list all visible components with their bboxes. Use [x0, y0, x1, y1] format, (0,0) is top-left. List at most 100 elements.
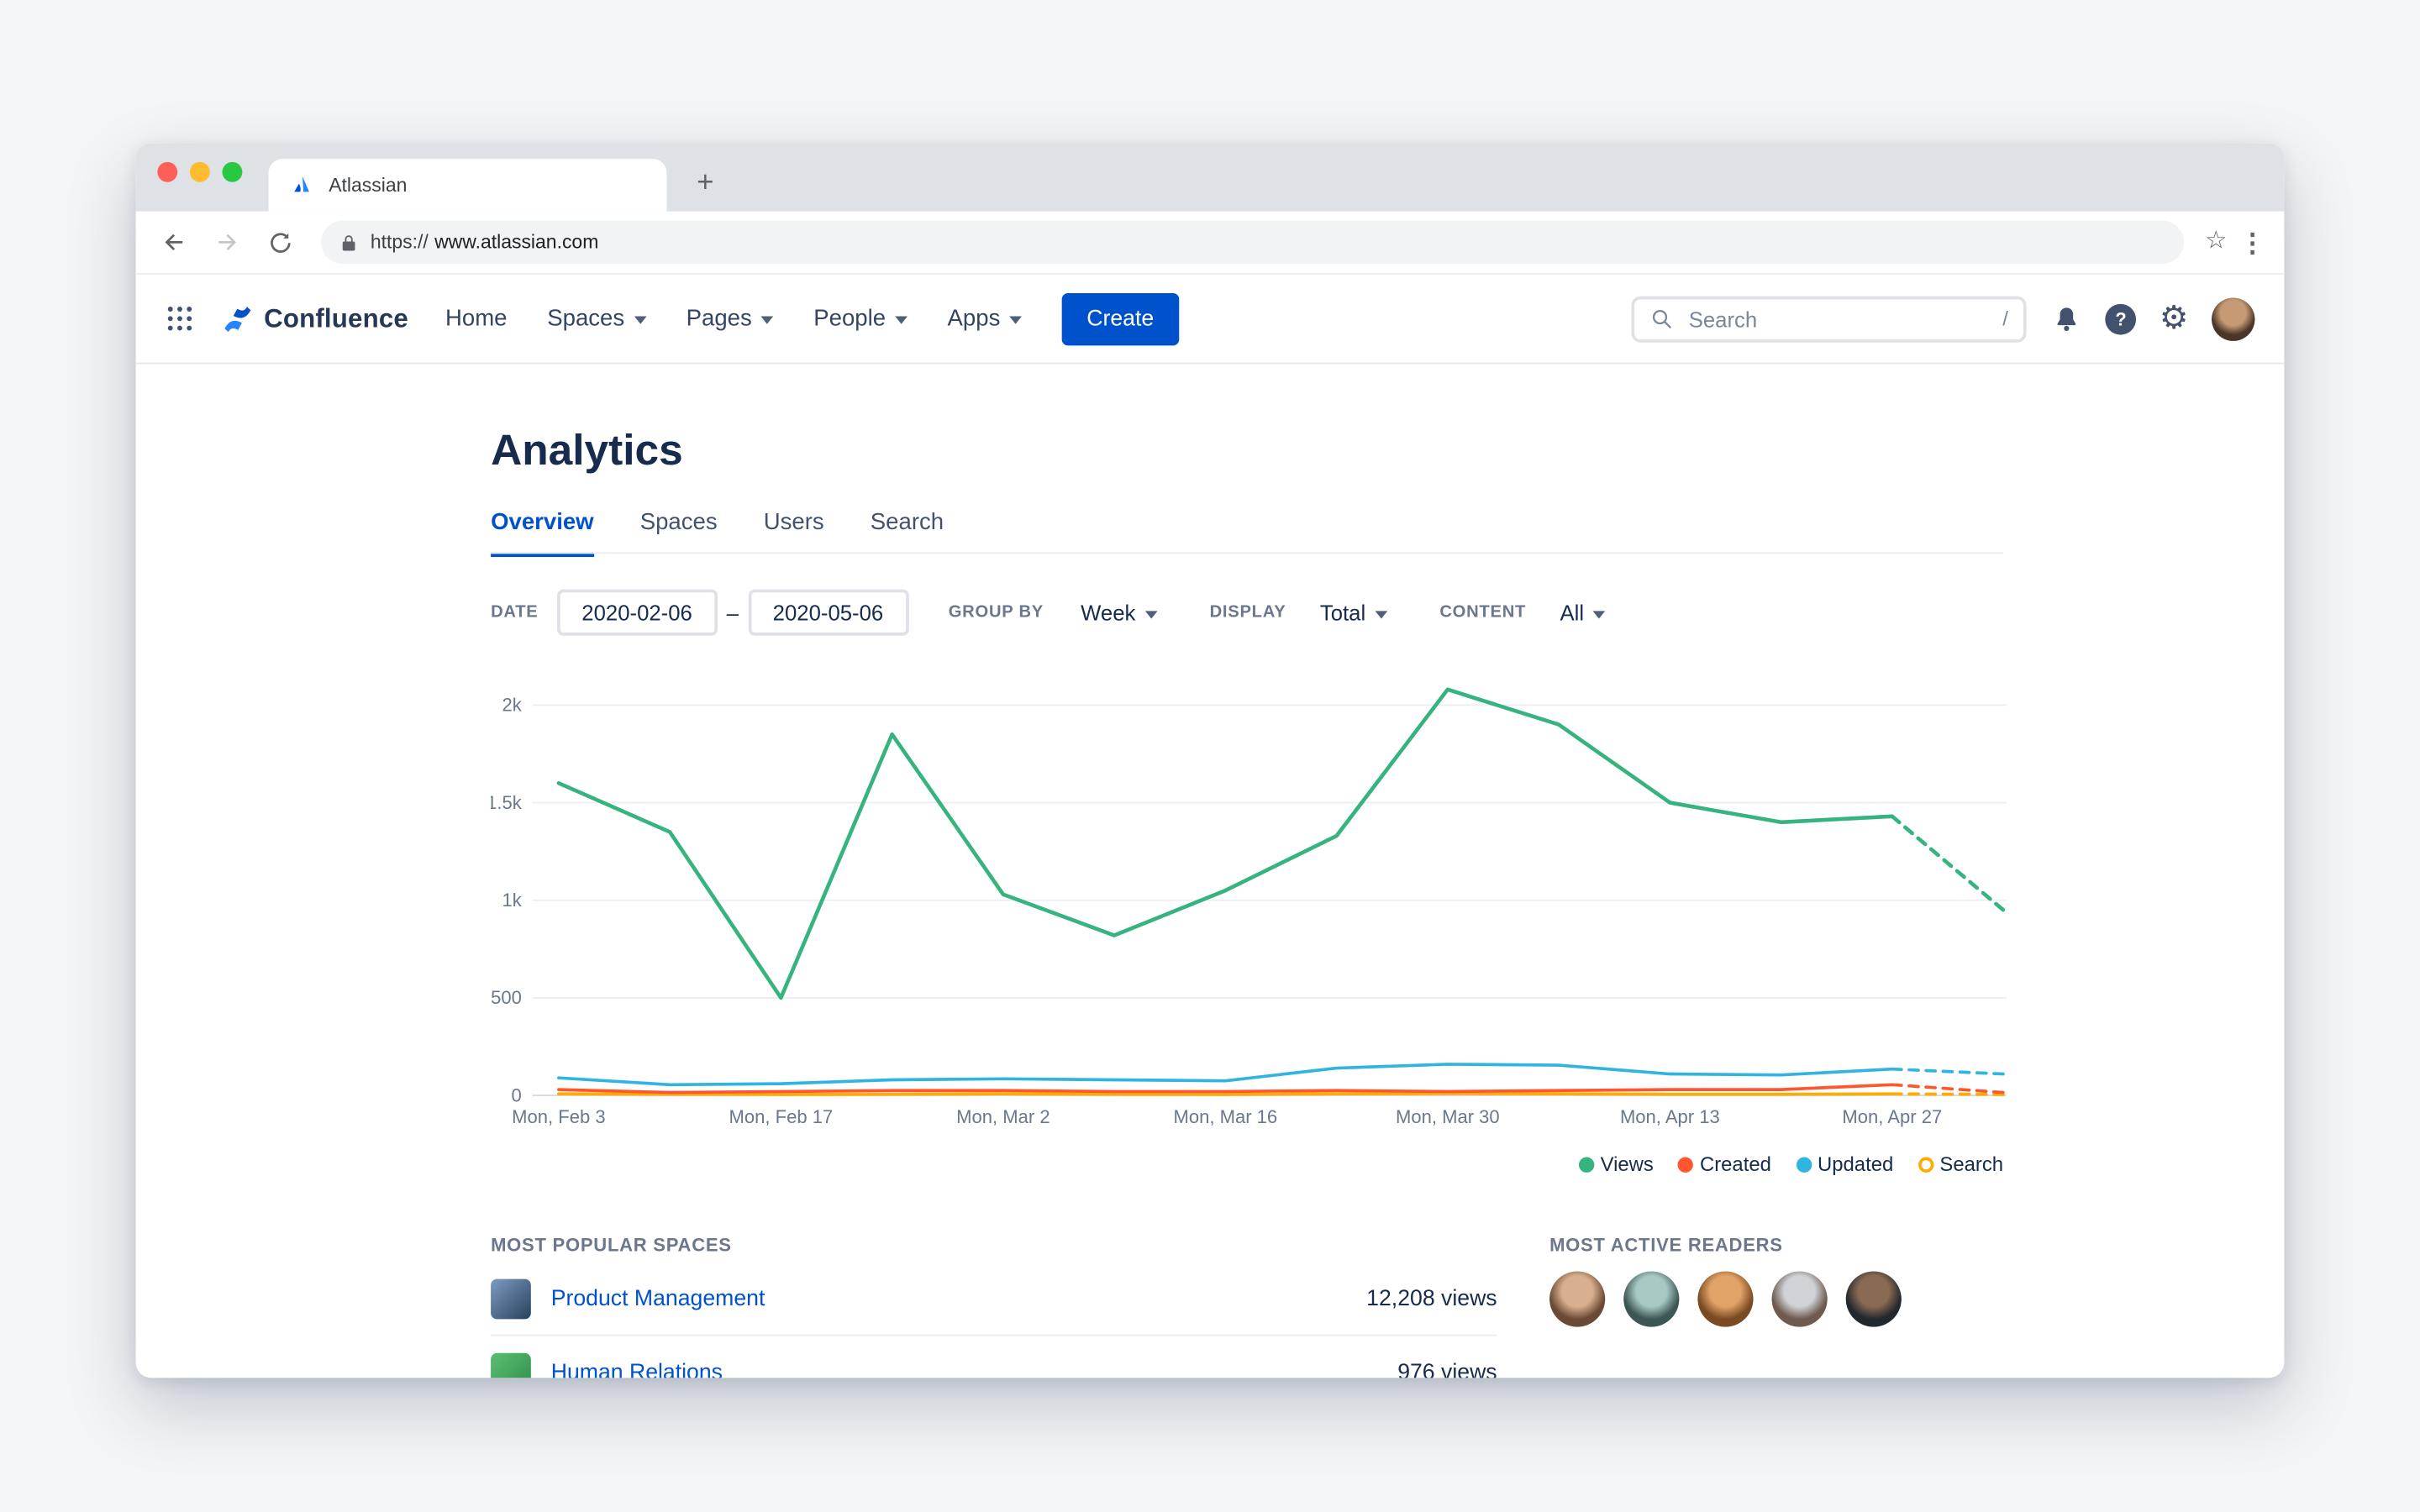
svg-text:1k: 1k [502, 890, 523, 911]
chevron-down-icon [634, 316, 646, 324]
analytics-chart-svg: 0 500 1k 1.5k 2k Mon, Feb 3 Mon, Feb 17 Mon, Ma… [487, 687, 2007, 1127]
bookmark-star-icon[interactable]: ☆ [2205, 228, 2228, 255]
url-bar[interactable]: https:// www.atlassian.com [321, 220, 2184, 265]
page-title: Analytics [491, 425, 683, 474]
date-to-input[interactable] [747, 589, 908, 636]
tab-users[interactable]: Users [763, 509, 824, 536]
tab-overview[interactable]: Overview [491, 509, 594, 558]
notifications-bell-icon[interactable] [2051, 303, 2082, 334]
content-label: CONTENT [1439, 603, 1527, 622]
confluence-logo-icon [221, 302, 255, 335]
date-from-input[interactable] [556, 589, 718, 636]
reader-avatar[interactable] [1845, 1271, 1902, 1327]
svg-text:Mon, Feb 3: Mon, Feb 3 [512, 1106, 605, 1127]
legend-label: Search [1939, 1152, 2004, 1176]
browser-tab[interactable]: Atlassian [268, 159, 667, 212]
chevron-down-icon [1375, 610, 1387, 618]
group-by-select[interactable]: Week [1081, 600, 1158, 625]
legend-dot-icon [1796, 1156, 1812, 1172]
close-button[interactable] [157, 161, 178, 182]
window-controls [157, 161, 243, 182]
space-row[interactable]: Human Relations 976 views [491, 1336, 1497, 1378]
legend-item-views[interactable]: Views [1578, 1152, 1654, 1176]
analytics-tabs: Overview Spaces Users Search [491, 509, 944, 558]
app-switcher-icon[interactable] [166, 306, 192, 332]
svg-text:Mon, Mar 30: Mon, Mar 30 [1396, 1106, 1500, 1127]
nav-item-spaces[interactable]: Spaces [547, 306, 646, 332]
popular-spaces-heading: MOST POPULAR SPACES [491, 1234, 732, 1257]
browser-menu-icon[interactable]: ⋮ [2239, 227, 2266, 257]
svg-text:1.5k: 1.5k [491, 792, 523, 813]
nav-item-people[interactable]: People [813, 306, 908, 332]
reader-avatar[interactable] [1771, 1271, 1828, 1327]
space-link[interactable]: Human Relations [550, 1360, 723, 1378]
date-label: DATE [491, 603, 539, 622]
back-button[interactable] [155, 222, 195, 262]
tab-search[interactable]: Search [870, 509, 944, 536]
chevron-down-icon [1593, 610, 1606, 618]
content-select[interactable]: All [1560, 600, 1606, 625]
chevron-down-icon [895, 316, 908, 324]
space-views-count: 12,208 views [1366, 1285, 1497, 1311]
search-icon [1650, 307, 1674, 331]
space-views-count: 976 views [1397, 1360, 1497, 1378]
tab-spaces[interactable]: Spaces [639, 509, 718, 536]
maximize-button[interactable] [222, 161, 243, 182]
svg-text:Mon, Feb 17: Mon, Feb 17 [729, 1106, 834, 1127]
legend-dot-icon [1578, 1156, 1595, 1172]
display-select[interactable]: Total [1320, 600, 1387, 625]
space-avatar [491, 1352, 531, 1378]
legend-item-created[interactable]: Created [1678, 1152, 1771, 1176]
popular-spaces-list: Product Management 12,208 views Human Re… [491, 1262, 1497, 1378]
display-label: DISPLAY [1209, 603, 1286, 622]
analytics-chart: 0 500 1k 1.5k 2k Mon, Feb 3 Mon, Feb 17 Mon, Ma… [487, 679, 2034, 1142]
help-icon[interactable]: ? [2105, 302, 2137, 334]
lock-icon [339, 232, 358, 252]
reader-avatar[interactable] [1623, 1271, 1680, 1327]
tabs-divider [491, 552, 2004, 554]
svg-text:500: 500 [491, 987, 522, 1008]
svg-text:Mon, Mar 2: Mon, Mar 2 [956, 1106, 1050, 1127]
filter-bar: DATE – GROUP BY Week DISPLAY Total CONTE… [491, 588, 1606, 638]
active-readers-heading: MOST ACTIVE READERS [1549, 1234, 1783, 1257]
svg-text:Mon, Mar 16: Mon, Mar 16 [1174, 1106, 1278, 1127]
group-by-label: GROUP BY [948, 603, 1044, 622]
create-button[interactable]: Create [1061, 292, 1179, 345]
global-search[interactable]: / [1631, 295, 2027, 342]
confluence-header: Confluence Home Spaces Pages People Apps… [135, 274, 2285, 365]
nav-item-pages[interactable]: Pages [687, 306, 774, 332]
space-row[interactable]: Product Management 12,208 views [491, 1262, 1497, 1336]
svg-text:Mon, Apr 27: Mon, Apr 27 [1842, 1106, 1942, 1127]
reader-avatar[interactable] [1697, 1271, 1754, 1327]
svg-text:2k: 2k [502, 695, 523, 716]
chevron-down-icon [760, 316, 774, 324]
analytics-page: Analytics Overview Spaces Users Search D… [135, 364, 2285, 1378]
legend-item-updated[interactable]: Updated [1796, 1152, 1893, 1176]
legend-label: Created [1699, 1152, 1771, 1176]
tab-title: Atlassian [329, 174, 408, 197]
search-shortcut-hint: / [2002, 307, 2008, 331]
url-scheme: https:// [370, 231, 429, 254]
reader-avatar[interactable] [1549, 1271, 1606, 1327]
legend-item-search[interactable]: Search [1918, 1152, 2003, 1176]
legend-label: Views [1600, 1152, 1654, 1176]
svg-text:Mon, Apr 13: Mon, Apr 13 [1620, 1106, 1720, 1127]
nav-item-apps[interactable]: Apps [948, 306, 1023, 332]
minimize-button[interactable] [189, 161, 210, 182]
space-link[interactable]: Product Management [550, 1285, 765, 1311]
nav-item-home[interactable]: Home [445, 305, 508, 332]
chevron-down-icon [1009, 316, 1023, 324]
settings-gear-icon[interactable]: ⚙ [2159, 301, 2189, 337]
confluence-logo[interactable]: Confluence [221, 302, 408, 335]
chevron-down-icon [1144, 610, 1158, 618]
profile-avatar[interactable] [2212, 297, 2255, 340]
active-readers-avatars [1549, 1271, 1902, 1327]
legend-dot-icon [1918, 1156, 1934, 1172]
search-input[interactable] [1686, 304, 1991, 333]
date-range-separator: – [726, 600, 739, 625]
new-tab-button[interactable]: + [697, 166, 714, 199]
url-host: www.atlassian.com [434, 231, 599, 254]
reload-button[interactable] [260, 222, 300, 262]
forward-button[interactable] [207, 222, 247, 262]
